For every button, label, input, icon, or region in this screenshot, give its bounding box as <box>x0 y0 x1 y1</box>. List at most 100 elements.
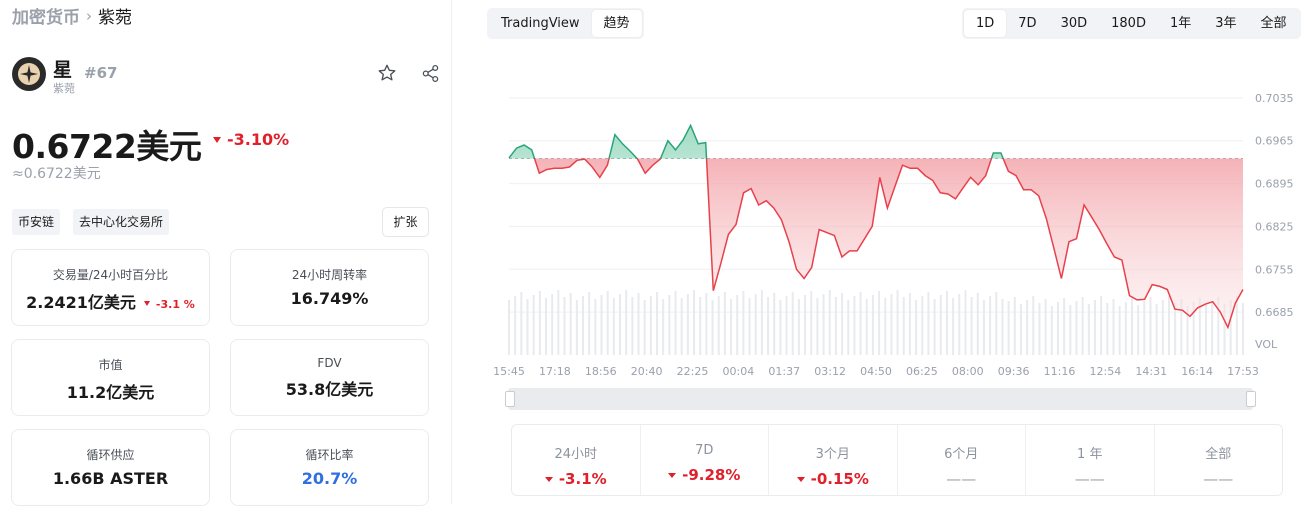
perf-label: 3个月 <box>815 447 850 462</box>
stat-value: 53.8亿美元 <box>285 380 374 399</box>
coin-rank: #67 <box>84 64 118 82</box>
volume-bar <box>927 292 930 355</box>
volume-bar <box>748 298 751 355</box>
expand-button[interactable]: 扩张 <box>382 207 429 237</box>
volume-bar <box>754 294 757 355</box>
volume-bar <box>606 291 609 355</box>
volume-bar <box>1001 299 1004 355</box>
volume-bar <box>1211 301 1214 355</box>
tag-chain[interactable]: 币安链 <box>12 209 61 235</box>
volume-bar <box>921 296 924 355</box>
volume-bar <box>557 290 560 355</box>
tab-trend[interactable]: 趋势 <box>591 10 642 37</box>
volume-bar <box>1198 298 1201 355</box>
volume-bar <box>1149 297 1152 355</box>
stat-label: 交易量/24小时百分比 <box>52 268 169 282</box>
x-tick-label: 08:00 <box>952 365 984 378</box>
range-30d[interactable]: 30D <box>1060 16 1088 31</box>
volume-bar <box>797 299 800 355</box>
volume-bar <box>1013 297 1016 355</box>
breadcrumb: 加密货币 › 紫菀 <box>12 3 132 29</box>
range-3y[interactable]: 3年 <box>1215 16 1237 31</box>
stat-card-marketcap: 市值 11.2亿美元 <box>11 339 210 416</box>
price-line-up <box>508 123 1004 159</box>
volume-bar <box>896 290 899 355</box>
stat-card-turnover: 24小时周转率 16.749% <box>230 249 429 326</box>
volume-bar <box>625 290 628 355</box>
x-tick-label: 16:14 <box>1181 365 1213 378</box>
perf-label: 1 年 <box>1077 447 1103 462</box>
volume-bar <box>563 297 566 355</box>
vol-label: VOL <box>1255 338 1278 351</box>
volume-bar <box>822 294 825 355</box>
y-tick-label: 0.7035 <box>1255 92 1294 105</box>
volume-bar <box>594 299 597 355</box>
caret-down-icon <box>544 477 553 482</box>
volume-bar <box>767 297 770 355</box>
volume-bar <box>668 295 671 355</box>
stat-card-fdv: FDV 53.8亿美元 <box>230 339 429 416</box>
range-tabs: 1D 7D 30D 180D 1年 3年 全部 <box>962 8 1301 39</box>
breadcrumb-parent[interactable]: 加密货币 <box>12 8 80 28</box>
caret-down-icon <box>796 477 805 482</box>
chart-range-scrollbar[interactable] <box>505 388 1256 410</box>
price-approx: ≈0.6722美元 <box>12 166 101 182</box>
tab-tradingview[interactable]: TradingView <box>501 16 580 31</box>
range-1d[interactable]: 1D <box>964 10 1007 37</box>
coin-panel: 加密货币 › 紫菀 星 紫菀 #67 0.6722美元 -3.10% ≈0.67… <box>0 0 452 506</box>
x-tick-label: 09:36 <box>998 365 1030 378</box>
volume-bar <box>699 297 702 355</box>
volume-bar <box>1235 296 1238 355</box>
volume-bar <box>958 294 961 355</box>
x-tick-label: 06:25 <box>906 365 938 378</box>
volume-bar <box>631 297 634 355</box>
volume-bar <box>723 292 726 355</box>
coin-name: 星 <box>53 59 73 81</box>
volume-bar <box>1112 299 1115 355</box>
volume-bar <box>508 300 510 355</box>
volume-bar <box>545 298 548 355</box>
perf-label: 7D <box>695 443 714 458</box>
volume-bar <box>816 298 819 355</box>
volume-bar <box>828 290 831 355</box>
perf-all: 全部 —— <box>1155 425 1283 495</box>
breadcrumb-current: 紫菀 <box>98 8 132 28</box>
range-all[interactable]: 全部 <box>1260 16 1287 31</box>
volume-bar <box>619 294 622 355</box>
volume-bar <box>656 292 659 355</box>
scrollbar-right-handle[interactable] <box>1246 391 1256 407</box>
perf-1y: 1 年 —— <box>1026 425 1155 495</box>
volume-bar <box>742 291 745 355</box>
tag-dex[interactable]: 去中心化交易所 <box>73 209 170 235</box>
volume-bar <box>643 300 646 355</box>
volume-bar <box>1124 302 1127 355</box>
volume-bar <box>859 292 862 355</box>
volume-bar <box>760 290 763 355</box>
price-chart[interactable]: 0.7035 0.6965 0.6895 0.6825 0.6755 0.6685 VOL … <box>493 55 1308 385</box>
volume-bar <box>1192 302 1195 355</box>
share-icon[interactable] <box>419 62 441 84</box>
perf-label: 全部 <box>1205 447 1232 462</box>
coin-logo <box>12 57 46 91</box>
volume-bar <box>1038 303 1041 355</box>
volume-bar <box>908 293 911 355</box>
range-180d[interactable]: 180D <box>1111 16 1146 31</box>
perf-6m: 6个月 —— <box>898 425 1026 495</box>
volume-bar <box>989 296 992 355</box>
volume-bar <box>717 296 720 355</box>
volume-bar <box>853 296 856 355</box>
price-change: -3.10% <box>213 130 289 149</box>
volume-bar <box>1081 297 1084 355</box>
range-1y[interactable]: 1年 <box>1169 16 1192 31</box>
star-icon[interactable] <box>376 62 398 84</box>
price-line-down <box>533 158 1244 330</box>
x-tick-label: 20:40 <box>631 365 663 378</box>
volume-bar <box>569 293 572 355</box>
perf-label: 6个月 <box>944 447 979 462</box>
volume-bar <box>538 291 541 355</box>
volume-bar <box>588 292 591 355</box>
volume-bar <box>785 296 788 355</box>
range-7d[interactable]: 7D <box>1018 16 1037 31</box>
volume-bar <box>1069 305 1072 355</box>
scrollbar-left-handle[interactable] <box>505 391 515 407</box>
